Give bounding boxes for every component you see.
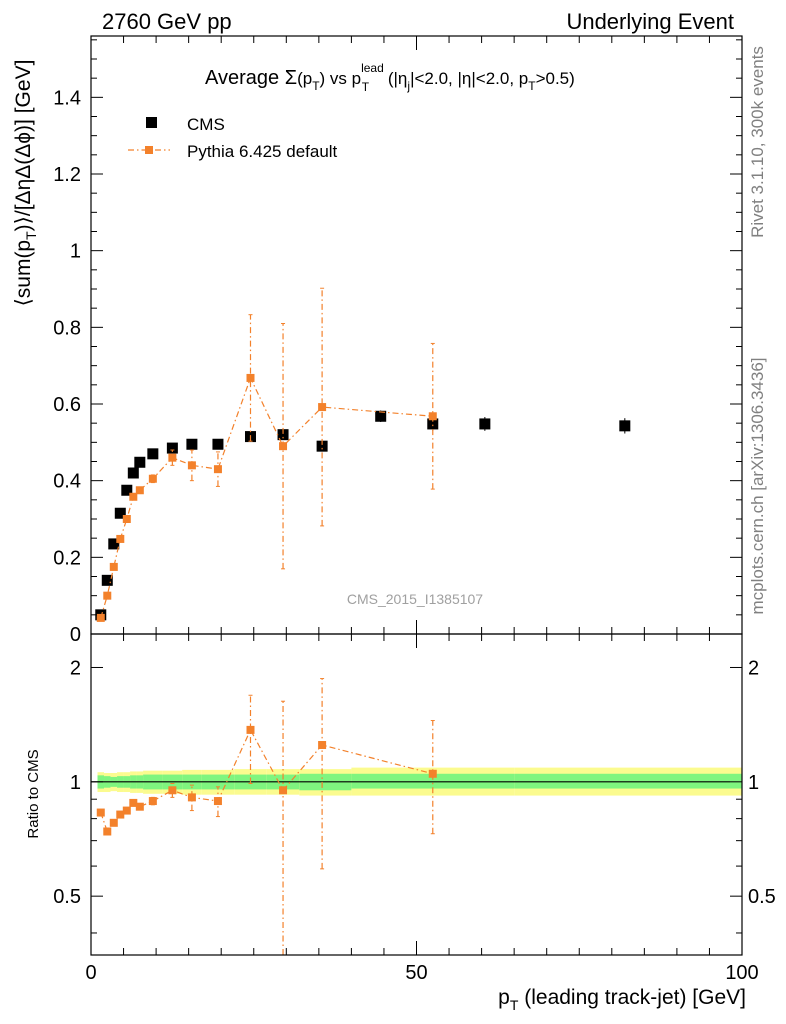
cms-data-point: [114, 507, 126, 519]
pythia-data-point: [187, 461, 196, 470]
ratio-y-tick-label: 0.5: [53, 886, 81, 908]
mcplots-label: mcplots.cern.ch [arXiv:1306.3436]: [748, 357, 767, 614]
pythia-data-point: [279, 442, 288, 451]
cms-data-point: [316, 440, 328, 452]
pythia-data-point: [109, 562, 118, 571]
y-tick-label: 0: [70, 624, 81, 646]
ratio-pythia-point: [135, 802, 144, 811]
ratio-pythia-point: [148, 797, 157, 806]
pythia-data-point: [103, 591, 112, 600]
ratio-pythia-point: [129, 798, 138, 807]
energy-label: 2760 GeV pp: [102, 9, 232, 34]
ratio-pythia-point: [246, 725, 255, 734]
pythia-data-point: [213, 465, 222, 474]
pythia-data-point: [122, 515, 131, 523]
pythia-data-point: [148, 474, 157, 483]
x-axis-label: pT (leading track-jet) [GeV]: [498, 986, 746, 1013]
cms-data-point: [121, 484, 133, 496]
x-tick-label: 100: [725, 962, 758, 984]
pythia-data-point: [96, 613, 105, 622]
main-plot: [95, 287, 631, 622]
ratio-pythia-point: [168, 786, 177, 795]
cms-data-point: [127, 467, 139, 479]
ratio-band-inner: [351, 773, 417, 789]
cms-data-point: [277, 429, 289, 441]
x-tick-label: 50: [405, 962, 427, 984]
ratio-pythia-point: [187, 793, 196, 802]
x-tick-label: 0: [85, 962, 96, 984]
y-tick-label: 1.2: [53, 164, 81, 186]
ratio-pythia-point: [109, 818, 118, 827]
legend-cms-label: CMS: [187, 115, 225, 134]
cms-data-point: [186, 438, 198, 450]
cms-data-point: [101, 574, 113, 586]
ratio-pythia-point: [279, 786, 288, 795]
legend-pythia-label: Pythia 6.425 default: [187, 142, 338, 161]
y-tick-label: 0.2: [53, 547, 81, 569]
cms-data-point: [619, 420, 631, 432]
axis-ticks: 0 0.2 0.4 0.6 0.8 1 1.2 1.4 0 50 100 0.5 1 2 0.5 1 2: [53, 36, 776, 984]
cms-data-point: [479, 418, 491, 430]
y-tick-label: 1.4: [53, 87, 81, 109]
legend: CMS Pythia 6.425 default: [128, 115, 338, 161]
cms-data-point: [108, 538, 120, 550]
plot-title: Average Σ(pT) vs plead T (|ηj|<2.0, |η|<2…: [205, 61, 575, 94]
ratio-y-tick-label: 1: [70, 772, 81, 794]
ratio-pythia-point: [116, 810, 125, 819]
cms-data-point: [427, 418, 439, 430]
ratio-y-axis-label: Ratio to CMS: [25, 749, 42, 838]
ratio-pythia-point: [213, 797, 222, 806]
cms-data-point: [166, 442, 178, 454]
cms-data-point: [375, 410, 387, 422]
pythia-data-point: [428, 412, 437, 421]
ratio-y-tick-label-right: 0.5: [748, 886, 776, 908]
ratio-pythia-point: [122, 806, 131, 815]
pythia-data-point: [318, 403, 327, 412]
cms-data-point: [147, 448, 159, 460]
ratio-plot: [91, 678, 742, 955]
ratio-y-tick-label-right: 2: [748, 657, 759, 679]
ratio-pythia-point: [96, 808, 105, 817]
pythia-data-point: [246, 373, 255, 382]
cms-data-point: [134, 456, 146, 468]
pythia-data-point: [135, 486, 144, 495]
pythia-data-point: [116, 534, 125, 543]
y-tick-label: 0.6: [53, 394, 81, 416]
ratio-pythia-point: [103, 827, 112, 836]
ratio-pythia-point: [428, 769, 437, 778]
y-tick-label: 0.4: [53, 471, 81, 493]
y-axis-label: ⟨sum(pT)⟩/[ΔηΔ(Δϕ)] [GeV]: [12, 60, 39, 307]
pythia-data-point: [168, 453, 177, 462]
pythia-data-point: [129, 492, 138, 501]
legend-pythia-marker: [145, 146, 153, 154]
rivet-version-label: Rivet 3.1.10, 300k events: [748, 46, 767, 238]
process-label: Underlying Event: [566, 9, 734, 34]
ratio-band-inner: [514, 773, 742, 789]
ratio-pythia-line: [100, 728, 433, 833]
ratio-pythia-point: [318, 741, 327, 750]
cms-data-point: [212, 438, 224, 450]
y-tick-label: 0.8: [53, 317, 81, 339]
legend-cms-marker: [146, 117, 157, 128]
y-tick-label: 1: [70, 241, 81, 263]
ratio-y-tick-label: 2: [70, 657, 81, 679]
ratio-y-tick-label-right: 1: [748, 772, 759, 794]
ratio-band-inner: [416, 773, 515, 789]
analysis-watermark: CMS_2015_I1385107: [347, 591, 483, 607]
